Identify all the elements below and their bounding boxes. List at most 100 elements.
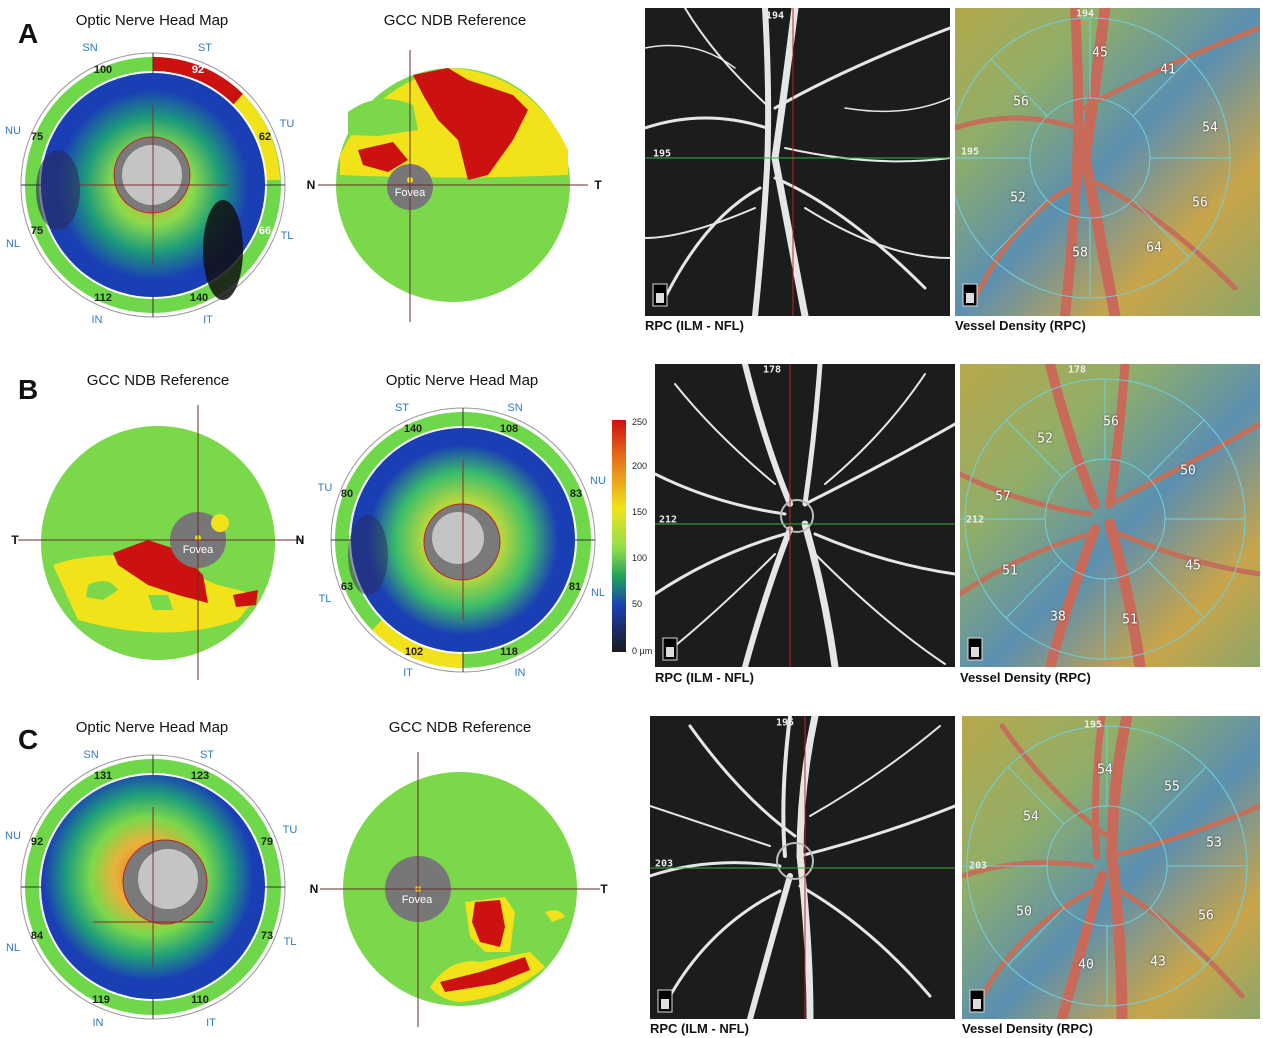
vd-caption-b: Vessel Density (RPC) xyxy=(960,670,1091,685)
rpc-depth-top-c: 195 xyxy=(775,717,795,729)
onh-value-tu-c: 79 xyxy=(260,836,274,848)
sector-tl-b: TL xyxy=(318,593,332,605)
sector-nl-c: NL xyxy=(5,942,21,954)
vd-value-a-7: 58 xyxy=(1072,245,1088,261)
vd-image-a xyxy=(955,8,1260,316)
vd-value-a-2: 41 xyxy=(1160,62,1176,78)
gcc-right-axis-b: N xyxy=(295,533,305,547)
vd-value-b-2: 52 xyxy=(1037,431,1053,447)
onh-map-title-b: Optic Nerve Head Map xyxy=(385,372,539,389)
gcc-left-axis-b: T xyxy=(11,533,19,547)
onh-value-tl-b: 63 xyxy=(340,581,354,593)
onh-value-nl-b: 81 xyxy=(568,581,582,593)
vd-value-b-6: 45 xyxy=(1185,558,1201,574)
gcc-title-c: GCC NDB Reference xyxy=(388,719,532,736)
onh-value-nl-a: 75 xyxy=(30,225,44,237)
gcc-map-c xyxy=(320,752,600,1027)
vd-value-c-8: 43 xyxy=(1150,954,1166,970)
rpc-depth-side-c: 203 xyxy=(654,858,674,870)
sector-it-b: IT xyxy=(403,667,413,679)
sector-tu-b: TU xyxy=(317,482,333,494)
onh-map-c xyxy=(20,754,286,1020)
vd-image-b xyxy=(960,364,1260,667)
vd-value-c-6: 56 xyxy=(1198,908,1214,924)
rpc-image-b xyxy=(655,364,955,667)
vd-value-c-3: 54 xyxy=(1023,809,1039,825)
colorbar-tick-250: 250 xyxy=(632,417,648,427)
rpc-image-c xyxy=(650,716,955,1019)
onh-value-st-c: 123 xyxy=(190,770,210,782)
sector-nl-a: NL xyxy=(5,238,21,250)
panel-c-label: C xyxy=(18,724,39,755)
vd-value-c-5: 50 xyxy=(1016,904,1032,920)
vd-depth-side-c: 203 xyxy=(968,860,988,872)
onh-map-title-c: Optic Nerve Head Map xyxy=(75,719,229,736)
fovea-label-c: Fovea xyxy=(401,894,433,906)
fovea-label-a: Fovea xyxy=(394,187,426,199)
rpc-caption-c: RPC (ILM - NFL) xyxy=(650,1021,749,1036)
vd-value-a-3: 56 xyxy=(1013,94,1029,110)
onh-map-a xyxy=(20,52,286,318)
onh-value-nu-b: 83 xyxy=(569,488,583,500)
onh-value-it-b: 102 xyxy=(404,646,424,658)
sector-nu-a: NU xyxy=(5,125,21,137)
gcc-left-axis-c: N xyxy=(309,882,319,896)
gcc-map-b xyxy=(18,405,303,680)
sector-in-c: IN xyxy=(92,1017,104,1029)
onh-value-nu-c: 92 xyxy=(30,836,44,848)
colorbar-tick-0: 0 µm xyxy=(632,646,653,656)
vd-value-a-6: 56 xyxy=(1192,195,1208,211)
onh-value-tl-c: 73 xyxy=(260,930,274,942)
vd-value-b-4: 57 xyxy=(995,489,1011,505)
vd-depth-side-a: 195 xyxy=(960,146,980,158)
sector-st-b: ST xyxy=(394,402,410,414)
sector-tu-a: TU xyxy=(279,118,295,130)
onh-value-in-c: 119 xyxy=(92,994,110,1006)
onh-value-sn-c: 131 xyxy=(93,770,113,782)
rpc-depth-top-b: 178 xyxy=(762,364,782,376)
onh-map-b xyxy=(330,407,596,673)
panel-b-label: B xyxy=(18,374,39,405)
vd-caption-c: Vessel Density (RPC) xyxy=(962,1021,1093,1036)
colorbar-tick-100: 100 xyxy=(632,553,648,563)
colorbar-tick-50: 50 xyxy=(632,599,643,609)
onh-value-tl-a: 66 xyxy=(258,225,272,237)
colorbar-tick-150: 150 xyxy=(632,507,648,517)
onh-value-tu-b: 80 xyxy=(340,488,354,500)
vd-value-b-7: 38 xyxy=(1050,609,1066,625)
onh-value-it-c: 110 xyxy=(191,994,209,1006)
sector-tu-c: TU xyxy=(282,824,298,836)
colorbar-tick-200: 200 xyxy=(632,461,648,471)
vd-value-b-5: 51 xyxy=(1002,563,1018,579)
onh-value-st-b: 140 xyxy=(403,423,423,435)
rpc-depth-side-a: 195 xyxy=(652,148,672,160)
sector-it-c: IT xyxy=(206,1017,216,1029)
rpc-caption-b: RPC (ILM - NFL) xyxy=(655,670,754,685)
sector-nl-b: NL xyxy=(590,587,606,599)
onh-value-sn-b: 108 xyxy=(499,423,519,435)
sector-nu-b: NU xyxy=(590,475,606,487)
onh-value-tu-a: 62 xyxy=(258,131,272,143)
onh-map-title-a: Optic Nerve Head Map xyxy=(75,12,229,29)
onh-value-nl-c: 84 xyxy=(30,930,44,942)
fovea-label-b: Fovea xyxy=(182,544,214,556)
sector-it-a: IT xyxy=(203,314,213,326)
rpc-depth-side-b: 212 xyxy=(658,514,678,526)
sector-nu-c: NU xyxy=(5,830,21,842)
gcc-right-axis-a: T xyxy=(594,178,602,192)
vd-value-b-8: 51 xyxy=(1122,612,1138,628)
thickness-colorbar xyxy=(612,420,626,652)
onh-value-nu-a: 75 xyxy=(30,131,44,143)
rpc-image-a xyxy=(645,8,950,316)
gcc-map-a xyxy=(318,50,588,322)
onh-value-it-a: 140 xyxy=(189,292,209,304)
vd-value-c-2: 55 xyxy=(1164,779,1180,795)
rpc-depth-top-a: 194 xyxy=(765,10,785,22)
onh-value-in-a: 112 xyxy=(94,292,112,304)
sector-sn-c: SN xyxy=(83,749,99,761)
rpc-caption-a: RPC (ILM - NFL) xyxy=(645,318,744,333)
panel-a-label: A xyxy=(18,18,39,49)
gcc-title-b: GCC NDB Reference xyxy=(86,372,230,389)
vd-image-c xyxy=(962,716,1260,1019)
vd-value-a-1: 45 xyxy=(1092,45,1108,61)
